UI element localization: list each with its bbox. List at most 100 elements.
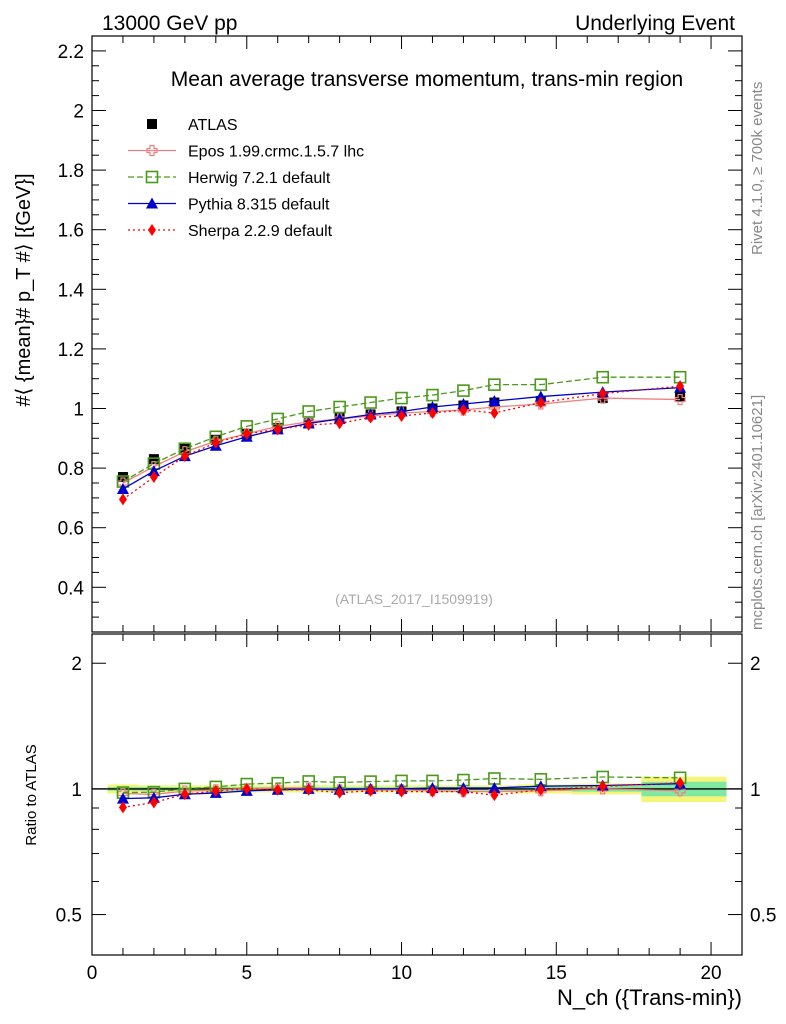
point-sherpa — [536, 396, 545, 409]
y-tick-label: 1.2 — [58, 340, 84, 361]
point-sherpa — [428, 406, 437, 419]
y-tick-label: 1 — [71, 780, 82, 801]
point-pythia — [116, 792, 129, 804]
point-sherpa — [180, 450, 189, 463]
point-sherpa — [211, 784, 220, 797]
legend-marker-epos — [146, 144, 158, 157]
point-atlas — [117, 472, 128, 483]
point-sherpa — [180, 788, 189, 801]
point-sherpa — [273, 783, 282, 796]
point-herwig — [457, 384, 470, 397]
point-pythia — [488, 781, 501, 793]
x-tick-label: 20 — [700, 963, 721, 984]
rivet-side-text: Rivet 4.1.0, ≥ 700k events — [749, 82, 766, 255]
header-left: 13000 GeV pp — [102, 12, 237, 35]
point-sherpa — [149, 796, 158, 809]
point-sherpa — [598, 387, 607, 400]
point-pythia — [488, 395, 501, 407]
series-line-herwig — [122, 376, 681, 483]
point-herwig — [426, 388, 439, 402]
mcplots-side-text: mcplots.cern.ch [arXiv:2401.10621] — [749, 395, 766, 630]
point-herwig — [364, 396, 377, 409]
point-sherpa — [211, 436, 220, 449]
y-tick-label: 2 — [73, 102, 84, 123]
legend-label-atlas: ATLAS — [188, 117, 238, 134]
point-sherpa — [366, 784, 375, 797]
y-tick-label: 0.4 — [58, 578, 85, 599]
point-sherpa — [598, 780, 607, 793]
point-sherpa — [490, 406, 499, 419]
point-sherpa — [397, 409, 406, 422]
point-herwig — [302, 405, 315, 418]
main-panel: 0.4 0.6 0.8 1 1.2 1.4 1.6 1.8 2 2.2 — [58, 35, 743, 633]
point-epos — [674, 785, 686, 797]
legend-label-sherpa: Sherpa 2.2.9 default — [188, 223, 333, 240]
y-tick-label: 1.4 — [58, 280, 85, 301]
point-sherpa — [335, 786, 344, 799]
y-tick-label: 1.8 — [58, 161, 84, 182]
legend-marker-atlas — [147, 119, 157, 129]
y-tick-label: 0.8 — [58, 459, 84, 480]
y-tick-label: 1 — [73, 400, 84, 421]
y-tick-label: 1.6 — [58, 221, 84, 242]
legend-marker-pythia — [146, 197, 158, 209]
series-line-pythia — [122, 783, 681, 800]
y-tick-label-right: 0.5 — [750, 906, 776, 927]
x-axis-label: N_ch ({Trans-min}) — [557, 985, 742, 1010]
point-sherpa — [397, 785, 406, 798]
point-sherpa — [459, 785, 468, 798]
point-sherpa — [490, 789, 499, 802]
point-atlas — [148, 454, 159, 465]
point-sherpa — [428, 785, 437, 798]
main-title: Mean average transverse momentum, trans-… — [171, 68, 683, 91]
point-sherpa — [459, 403, 468, 416]
x-tick-label: 5 — [241, 963, 252, 984]
y-tick-label-right: 1 — [750, 780, 761, 801]
point-pythia — [457, 398, 470, 410]
point-epos — [674, 393, 686, 406]
point-pythia — [534, 390, 547, 402]
ratio-y-label: Ratio to ATLAS — [23, 744, 40, 845]
series-line-sherpa — [122, 385, 681, 500]
point-sherpa — [273, 423, 282, 436]
point-sherpa — [304, 783, 313, 796]
series-line-sherpa — [122, 782, 681, 809]
point-sherpa — [366, 411, 375, 424]
x-tick-label: 10 — [391, 963, 412, 984]
legend-label-epos: Epos 1.99.crmc.1.5.7 lhc — [188, 144, 364, 161]
y-tick-label: 2 — [71, 654, 82, 675]
point-sherpa — [676, 776, 685, 789]
point-pythia — [147, 465, 160, 477]
legend-label-pythia: Pythia 8.315 default — [188, 197, 330, 214]
point-atlas — [179, 443, 190, 454]
point-sherpa — [118, 801, 127, 814]
point-herwig — [596, 370, 610, 384]
series-line-herwig — [122, 776, 681, 794]
legend-marker-herwig — [145, 170, 159, 184]
point-sherpa — [335, 417, 344, 430]
y-tick-label-right: 2 — [750, 654, 761, 675]
point-herwig — [488, 378, 501, 391]
point-herwig — [395, 391, 408, 405]
point-sherpa — [149, 471, 158, 484]
point-atlas — [675, 391, 686, 402]
point-sherpa — [242, 427, 251, 440]
header-right: Underlying Event — [575, 12, 735, 35]
point-herwig — [534, 378, 548, 391]
watermark: (ATLAS_2017_I1509919) — [335, 591, 493, 607]
point-sherpa — [118, 493, 127, 506]
series-line-pythia — [122, 386, 681, 490]
x-tick-label: 15 — [546, 963, 567, 984]
point-herwig — [333, 400, 346, 414]
y-tick-label: 0.6 — [58, 519, 84, 540]
ratio-frame — [91, 633, 743, 956]
legend-label-herwig: Herwig 7.2.1 default — [188, 170, 331, 187]
point-sherpa — [676, 380, 685, 393]
main-y-label: #⟨ {mean}# p_T #⟩ [{GeV}] — [13, 173, 35, 406]
y-tick-label: 0.5 — [56, 906, 82, 927]
point-pythia — [426, 401, 439, 413]
x-tick-label: 0 — [87, 963, 98, 984]
point-sherpa — [536, 783, 545, 796]
series-line-epos — [122, 397, 681, 484]
